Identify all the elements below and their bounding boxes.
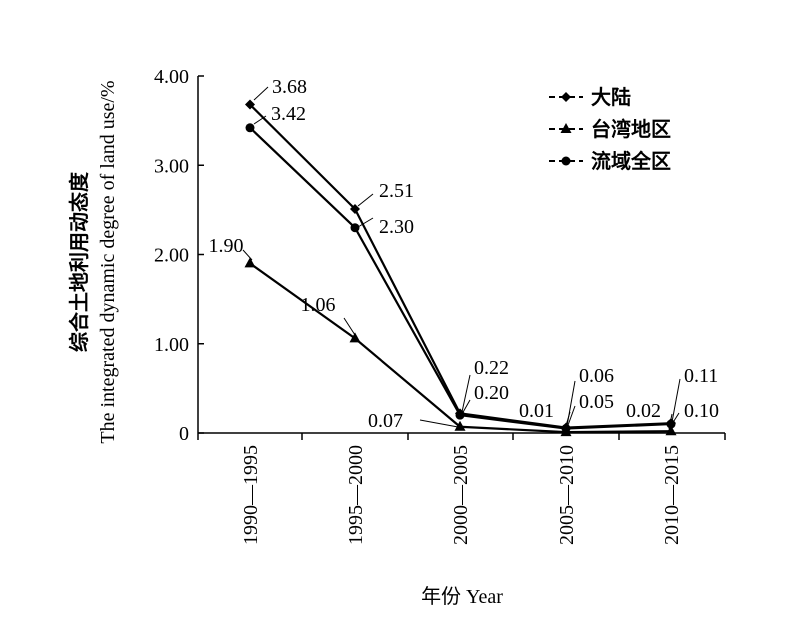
legend-marker-triangle bbox=[560, 123, 572, 133]
label-leader bbox=[253, 115, 267, 125]
label-leader bbox=[357, 217, 374, 228]
data-point-triangle bbox=[665, 425, 677, 436]
axes: 0 1.00 2.00 3.00 4.00 1990—1995 1995—2000 2000—… bbox=[154, 66, 726, 545]
label-leader bbox=[343, 317, 356, 336]
data-label: 1.90 bbox=[209, 235, 244, 257]
data-point-circle bbox=[350, 223, 360, 233]
x-tick-label: 2000—2005 bbox=[450, 445, 472, 545]
data-label: 0.01 bbox=[519, 400, 554, 422]
label-leader bbox=[566, 405, 576, 429]
label-leader bbox=[668, 413, 673, 430]
data-label: 3.68 bbox=[272, 76, 307, 98]
data-point-circle bbox=[561, 424, 571, 434]
data-labels: 3.68 2.51 0.22 0.06 0.11 1.90 1.06 0.07 0.01 0.02… bbox=[209, 76, 720, 432]
label-leader bbox=[461, 374, 471, 413]
data-label: 2.51 bbox=[379, 180, 414, 202]
data-label: 0.11 bbox=[684, 365, 718, 387]
data-point-triangle bbox=[454, 420, 466, 431]
x-tick-label: 1995—2000 bbox=[345, 445, 367, 545]
label-leader bbox=[357, 193, 374, 207]
legend-label: 流域全区 bbox=[591, 149, 671, 173]
data-label: 0.02 bbox=[626, 400, 661, 422]
x-tick-label: 2010—2015 bbox=[661, 445, 683, 545]
data-label: 1.06 bbox=[301, 294, 336, 316]
label-leader bbox=[671, 378, 681, 423]
y-tick-label: 4.00 bbox=[154, 66, 189, 88]
y-tick-label: 1.00 bbox=[154, 334, 189, 356]
x-tick-label: 1990—1995 bbox=[240, 445, 262, 545]
label-leader bbox=[253, 86, 269, 101]
data-label: 0.20 bbox=[474, 382, 509, 404]
x-tick-label: 2005—2010 bbox=[556, 445, 578, 545]
legend-marker-diamond bbox=[561, 92, 571, 102]
data-label: 2.30 bbox=[379, 216, 414, 238]
x-axis-title: 年份 Year bbox=[421, 585, 503, 608]
data-point-triangle bbox=[244, 257, 256, 268]
y-tick-label: 2.00 bbox=[154, 245, 189, 267]
y-axis-title-en: The integrated dynamic degree of land us… bbox=[97, 80, 119, 443]
series-markers bbox=[244, 99, 677, 437]
data-label: 0.10 bbox=[684, 400, 719, 422]
label-leader bbox=[564, 411, 571, 430]
data-label: 0.06 bbox=[579, 365, 614, 387]
legend-marker-circle bbox=[561, 156, 571, 166]
data-label: 3.42 bbox=[271, 103, 306, 125]
data-point-triangle bbox=[349, 332, 361, 343]
data-label: 0.07 bbox=[368, 410, 403, 432]
data-label: 0.22 bbox=[474, 357, 509, 379]
y-tick-label: 3.00 bbox=[154, 155, 189, 177]
data-point-diamond bbox=[350, 203, 360, 214]
y-axis-title-cn: 综合土地利用动态度 bbox=[67, 171, 91, 352]
label-leader bbox=[242, 249, 253, 261]
label-leader bbox=[461, 399, 471, 415]
data-point-diamond bbox=[245, 99, 255, 110]
data-label: 0.05 bbox=[579, 391, 614, 413]
data-point-circle bbox=[245, 123, 255, 133]
label-leader bbox=[419, 419, 459, 428]
label-leader bbox=[671, 412, 680, 425]
y-tick-label: 0 bbox=[179, 423, 189, 445]
legend-label: 大陆 bbox=[591, 85, 631, 109]
legend-label: 台湾地区 bbox=[591, 117, 671, 141]
